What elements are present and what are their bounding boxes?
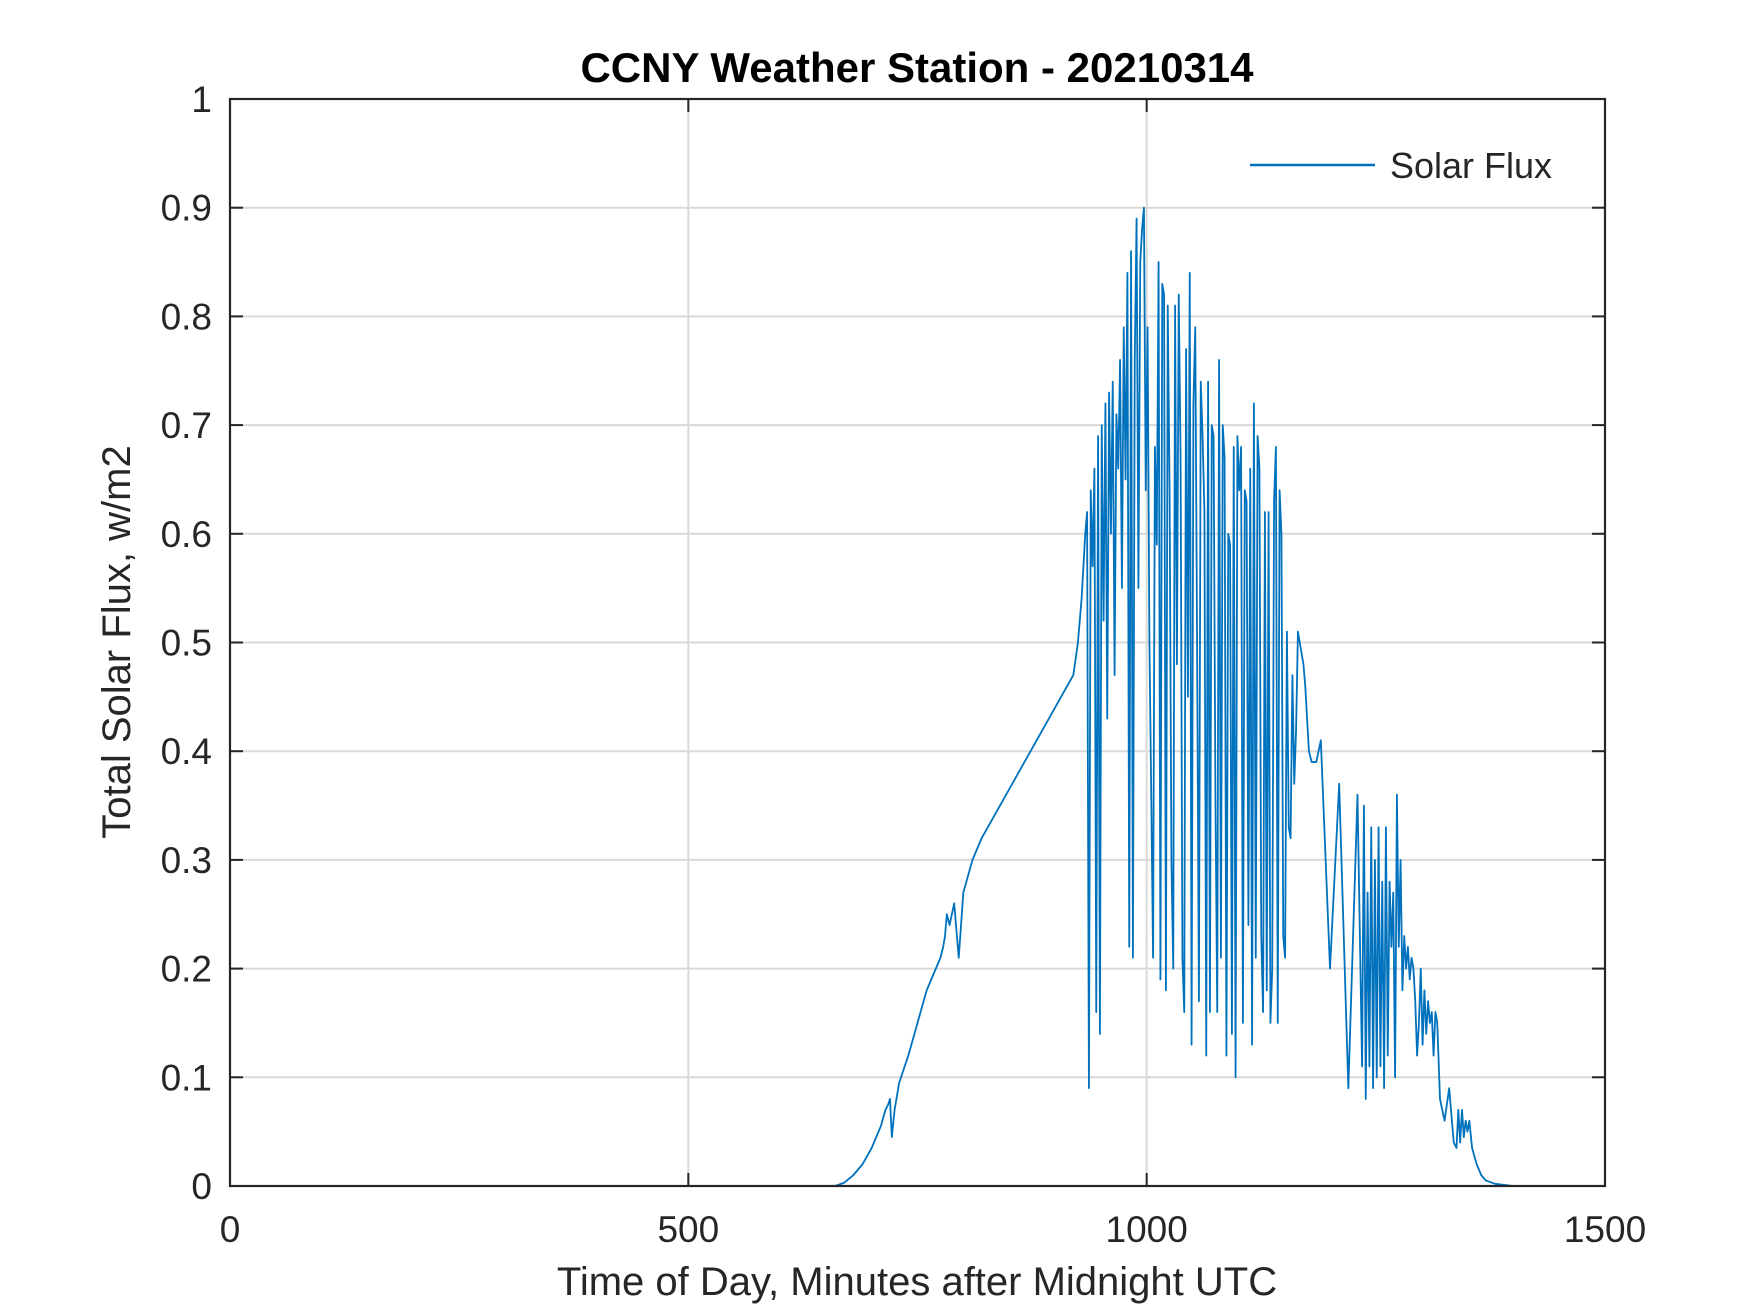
y-tick-label: 0.2: [161, 949, 212, 990]
series-layer: [230, 206, 1550, 1187]
y-tick-label: 0.6: [161, 514, 212, 555]
y-tick-label: 1: [191, 79, 212, 120]
y-tick-label: 0.3: [161, 840, 212, 881]
tick-marks: [229, 98, 1606, 1187]
y-tick-label: 0.9: [161, 188, 212, 229]
y-axis-label: Total Solar Flux, w/m2: [95, 445, 139, 838]
y-tick-label: 0.5: [161, 623, 212, 664]
tick-labels: 0 500 1000 1500 0 0.1 0.2 0.3 0.4 0.5 0.6 0.7 0.8 0.9…: [161, 79, 1647, 1250]
legend-label-solar-flux: Solar Flux: [1390, 145, 1552, 186]
x-tick-label: 1500: [1564, 1209, 1646, 1250]
y-tick-label: 0.4: [161, 731, 212, 772]
series-line-solar-flux: [230, 206, 1550, 1187]
y-tick-label: 0.8: [161, 296, 212, 337]
x-tick-label: 500: [657, 1209, 719, 1250]
legend: Solar Flux: [1225, 135, 1585, 195]
x-axis-label: Time of Day, Minutes after Midnight UTC: [557, 1260, 1277, 1304]
chart-title: CCNY Weather Station - 20210314: [580, 44, 1254, 91]
y-tick-label: 0.1: [161, 1057, 212, 1098]
y-tick-label: 0.7: [161, 405, 212, 446]
x-tick-label: 0: [220, 1209, 241, 1250]
x-tick-label: 1000: [1106, 1209, 1188, 1250]
y-tick-label: 0: [191, 1166, 212, 1207]
